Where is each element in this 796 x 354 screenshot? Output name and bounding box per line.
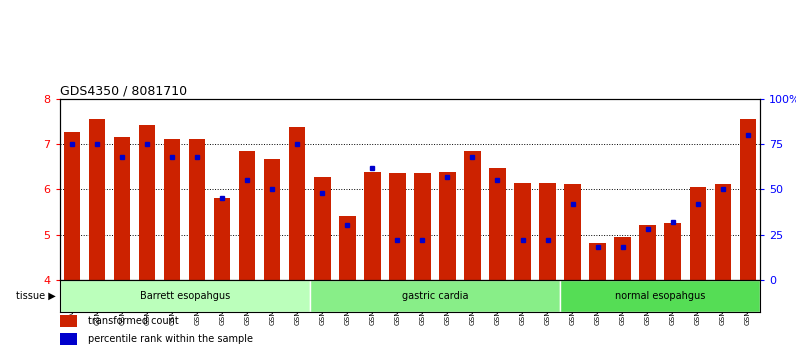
- Text: tissue ▶: tissue ▶: [16, 291, 56, 301]
- Bar: [389, 173, 405, 280]
- Bar: [464, 151, 481, 280]
- Text: gastric cardia: gastric cardia: [402, 291, 468, 301]
- Bar: [164, 139, 181, 280]
- Bar: [264, 159, 280, 280]
- Bar: [689, 187, 706, 280]
- Bar: [289, 127, 306, 280]
- Bar: [414, 173, 431, 280]
- Bar: [214, 198, 230, 280]
- Bar: [60, 315, 77, 327]
- Bar: [615, 237, 630, 280]
- Text: normal esopahgus: normal esopahgus: [615, 291, 705, 301]
- Bar: [310, 280, 560, 312]
- Bar: [139, 125, 155, 280]
- Bar: [540, 183, 556, 280]
- Text: GDS4350 / 8081710: GDS4350 / 8081710: [60, 85, 187, 98]
- Bar: [60, 280, 310, 312]
- Bar: [64, 132, 80, 280]
- Text: percentile rank within the sample: percentile rank within the sample: [88, 334, 252, 344]
- Bar: [189, 139, 205, 280]
- Text: Barrett esopahgus: Barrett esopahgus: [139, 291, 230, 301]
- Bar: [739, 119, 755, 280]
- Bar: [560, 280, 760, 312]
- Bar: [564, 184, 580, 280]
- Bar: [365, 172, 380, 280]
- Bar: [639, 224, 656, 280]
- Bar: [715, 184, 731, 280]
- Bar: [60, 333, 77, 345]
- Text: transformed count: transformed count: [88, 316, 178, 326]
- Bar: [514, 183, 531, 280]
- Bar: [239, 151, 256, 280]
- Bar: [339, 216, 356, 280]
- Bar: [589, 242, 606, 280]
- Bar: [89, 119, 105, 280]
- Bar: [665, 223, 681, 280]
- Bar: [439, 172, 455, 280]
- Bar: [490, 168, 505, 280]
- Bar: [314, 177, 330, 280]
- Bar: [114, 137, 131, 280]
